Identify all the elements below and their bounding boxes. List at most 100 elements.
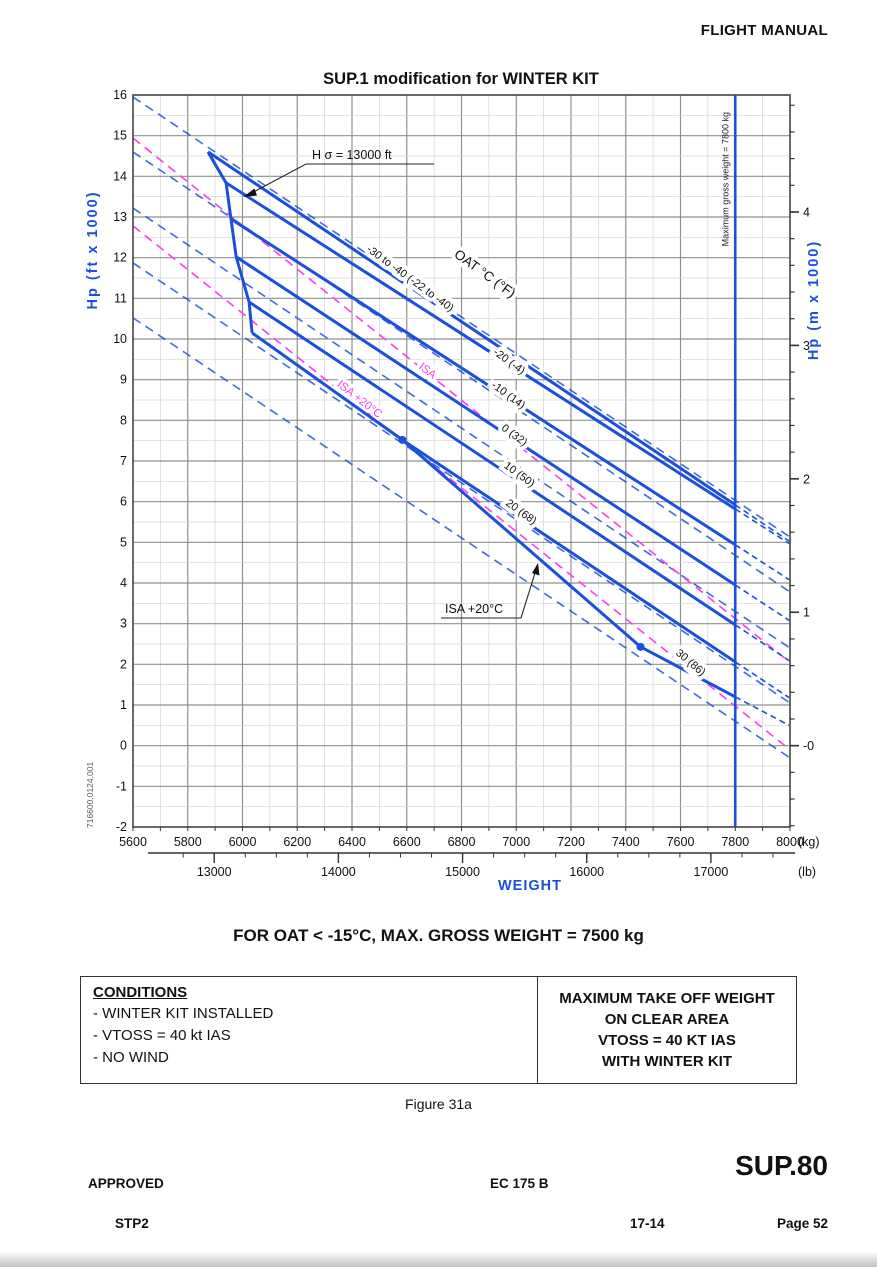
footer-stp: STP2: [115, 1216, 149, 1231]
lb-tick-label: 13000: [197, 865, 232, 879]
hsigma-annotation: H σ = 13000 ft: [312, 148, 392, 162]
hsigma-leader: [245, 163, 434, 197]
isa20-annotation: ISA +20°C: [445, 602, 503, 616]
y-axis-tick-label: 2: [120, 657, 127, 671]
oat-line-extension: [734, 696, 790, 727]
y-axis-tick-label: -2: [116, 820, 127, 834]
x-axis-tick-label: 7800: [721, 835, 749, 849]
iso-density-altitude-line: [132, 317, 791, 759]
y-axis-tick-label: 6: [120, 495, 127, 509]
footer-revision: 17-14: [630, 1216, 665, 1231]
x-axis-tick-label: 6600: [393, 835, 421, 849]
y-axis-tick-label: 0: [120, 739, 127, 753]
chart-purpose-box: MAXIMUM TAKE OFF WEIGHT ON CLEAR AREA VT…: [538, 977, 796, 1083]
lb-tick-label: 15000: [445, 865, 480, 879]
page-title: FLIGHT MANUAL: [700, 22, 828, 39]
y2-axis-tick-label: 1: [803, 606, 810, 620]
lb-tick-label: 17000: [694, 865, 729, 879]
y2-axis-tick-label: -0: [803, 739, 814, 753]
chart-title: SUP.1 modification for WINTER KIT: [323, 70, 599, 88]
purpose-line: ON CLEAR AREA: [604, 1011, 730, 1028]
iso-density-altitude-line: [132, 96, 791, 538]
hsigma-envelope: [206, 151, 254, 334]
purpose-line: VTOSS = 40 KT IAS: [598, 1032, 736, 1049]
x-axis-unit-kg: (kg): [798, 835, 820, 849]
footer-aircraft-model: EC 175 B: [490, 1176, 549, 1191]
y2-axis-title: Hp (m x 1000): [806, 240, 822, 360]
y-axis-tick-label: 14: [113, 169, 127, 183]
y-axis-tick-label: 11: [114, 291, 127, 305]
condition-item: - VTOSS = 40 kt IAS: [93, 1027, 231, 1044]
x-axis-tick-label: 8000: [776, 835, 804, 849]
y-axis-title: Hp (ft x 1000): [85, 190, 101, 309]
y-axis-tick-label: 12: [113, 251, 127, 265]
isa20-arrowhead: [532, 563, 540, 576]
condition-item: - NO WIND: [93, 1049, 169, 1066]
lb-tick-label: 14000: [321, 865, 356, 879]
purpose-line: MAXIMUM TAKE OFF WEIGHT: [559, 990, 775, 1007]
oat-line: [235, 255, 737, 587]
y-axis-tick-label: 15: [113, 129, 127, 143]
oat-line: [225, 181, 737, 511]
x-axis-tick-label: 6800: [448, 835, 476, 849]
x-axis-tick-label: 6200: [283, 835, 311, 849]
y-axis-tick-label: 8: [120, 413, 127, 427]
x-axis-tick-label: 5600: [119, 835, 147, 849]
oat-line-extension: [734, 584, 790, 622]
y-axis-tick-label: 1: [120, 698, 127, 712]
oat-line: [230, 217, 737, 547]
footer-approved: APPROVED: [88, 1176, 164, 1191]
x-axis-tick-label: 5800: [174, 835, 202, 849]
oat-line-label: -10 (14): [489, 379, 527, 411]
oat-line-extension: [734, 661, 790, 699]
max-weight-caption: FOR OAT < -15°C, MAX. GROSS WEIGHT = 750…: [233, 926, 644, 945]
conditions-box: CONDITIONS - WINTER KIT INSTALLED - VTOS…: [81, 977, 538, 1083]
x-axis-tick-label: 7400: [612, 835, 640, 849]
oat-line-extension: [734, 624, 790, 662]
x-axis-tick-label: 7200: [557, 835, 585, 849]
condition-item: - WINTER KIT INSTALLED: [93, 1005, 274, 1022]
oat-line-extension: [734, 504, 790, 542]
oat-line-extension: [734, 544, 790, 581]
y-axis-tick-label: 5: [120, 535, 127, 549]
y-axis-tick-label: 7: [120, 454, 127, 468]
y-axis-tick-label: -1: [116, 779, 127, 793]
lb-tick-label: 16000: [569, 865, 604, 879]
y-axis-tick-label: 16: [113, 88, 127, 102]
x-axis-tick-label: 7000: [502, 835, 530, 849]
conditions-table: CONDITIONS - WINTER KIT INSTALLED - VTOS…: [80, 976, 797, 1084]
isa20-leader: [441, 572, 536, 619]
iso-density-altitude-line: [132, 262, 791, 704]
y-axis-tick-label: 4: [120, 576, 127, 590]
x-axis-tick-label: 6400: [338, 835, 366, 849]
y2-axis-tick-label: 2: [803, 472, 810, 486]
oat-line: [207, 150, 737, 507]
y-axis-tick-label: 10: [113, 332, 127, 346]
iso-density-altitude-line: [132, 151, 791, 593]
x-axis-title: WEIGHT: [498, 878, 562, 894]
page-bottom-shadow: [0, 1251, 877, 1267]
oat-line-extension: [734, 508, 790, 545]
max-gross-weight-label: Maximum gross weight = 7800 kg: [720, 112, 730, 246]
oat-line-label: 0 (32): [499, 422, 529, 449]
iso-density-altitude-line: [132, 207, 791, 649]
y2-axis-tick-label: 3: [803, 339, 810, 353]
isa-line: [132, 225, 791, 751]
purpose-line: WITH WINTER KIT: [602, 1053, 732, 1070]
x-axis-tick-label: 7600: [667, 835, 695, 849]
y-axis-tick-label: 9: [120, 373, 127, 387]
conditions-title: CONDITIONS: [93, 984, 188, 1001]
footer-sup-number: SUP.80: [735, 1150, 828, 1181]
y-axis-tick-label: 3: [120, 617, 127, 631]
oat-line: [248, 300, 737, 627]
document-number: 716600.0124.001: [85, 762, 95, 828]
figure-caption: Figure 31a: [405, 1096, 472, 1112]
x-axis-unit-lb: (lb): [798, 865, 816, 879]
y-axis-tick-label: 13: [113, 210, 127, 224]
x-axis-tick-label: 6000: [229, 835, 257, 849]
y2-axis-tick-label: 4: [803, 205, 810, 219]
isa20-intersection-dot: [636, 642, 645, 651]
footer-page-number: Page 52: [776, 1216, 828, 1231]
